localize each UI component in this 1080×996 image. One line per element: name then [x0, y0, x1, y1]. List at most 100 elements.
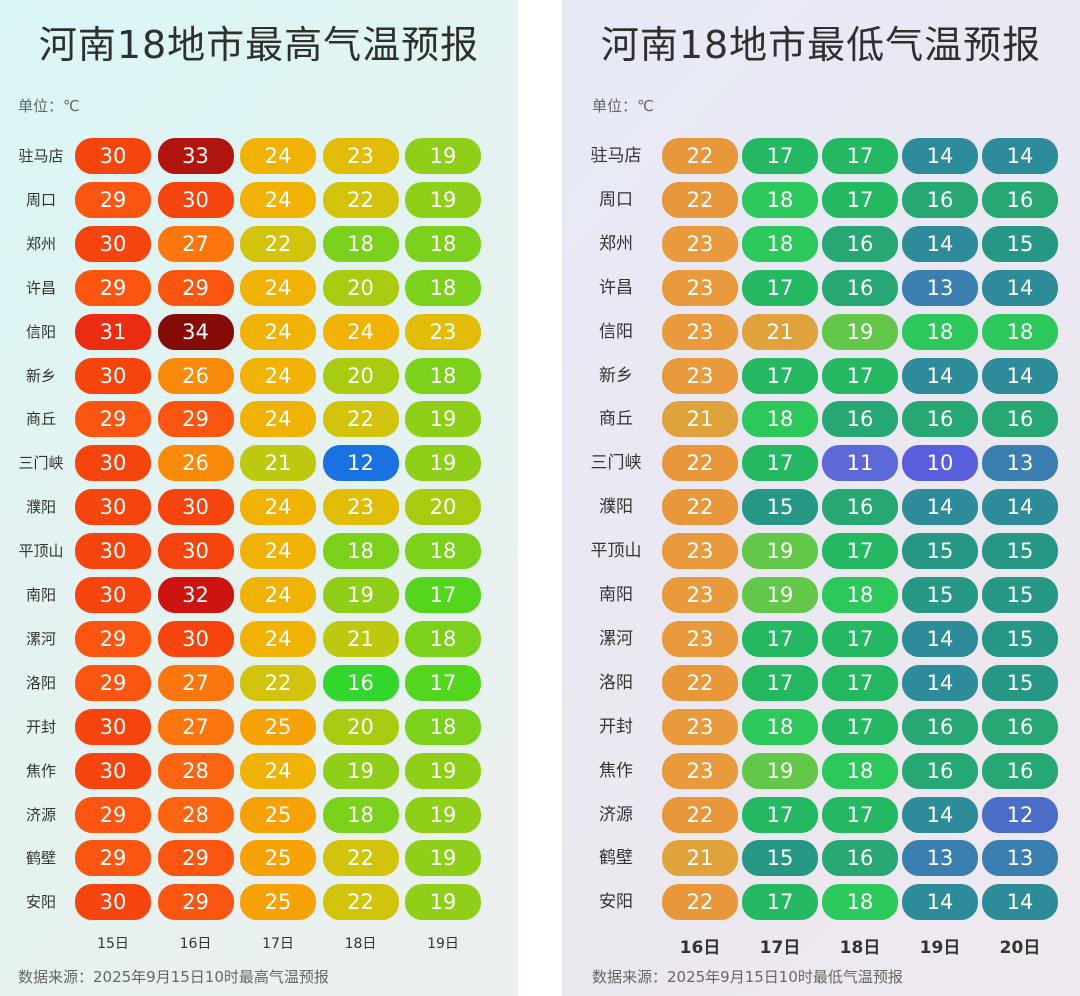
temp-cell: 12 [322, 445, 399, 482]
temp-cell: 33 [157, 138, 234, 174]
temp-cell: 14 [982, 357, 1058, 394]
row-label: 安阳 [25, 893, 56, 912]
row-label: 许昌 [25, 278, 56, 297]
temp-cell: 13 [982, 840, 1058, 877]
row-label: 开封 [599, 716, 633, 737]
temp-cell: 29 [157, 269, 234, 306]
temp-cell: 17 [742, 664, 818, 701]
temp-cell: 24 [240, 269, 316, 306]
temp-cell: 17 [822, 533, 898, 570]
temp-cell: 18 [322, 533, 399, 570]
temp-cell: 18 [902, 313, 978, 350]
row-label: 商丘 [599, 409, 633, 430]
temp-cell: 15 [982, 620, 1058, 657]
temp-cell: 19 [405, 752, 481, 789]
temp-cell: 28 [157, 796, 234, 833]
row-label: 郑州 [25, 234, 56, 253]
temp-cell: 15 [742, 840, 818, 877]
temp-cell: 23 [662, 708, 738, 745]
row-label: 许昌 [599, 277, 633, 298]
row-label: 焦作 [599, 760, 633, 781]
temp-cell: 20 [322, 269, 399, 306]
temp-cell: 20 [405, 489, 481, 526]
temp-cell: 23 [662, 752, 738, 789]
row-label: 驻马店 [590, 146, 642, 166]
temp-cell: 22 [322, 840, 399, 877]
temp-cell: 16 [322, 664, 399, 701]
row-label: 济源 [599, 804, 633, 825]
temp-cell: 23 [322, 138, 399, 174]
temp-cell: 30 [75, 225, 151, 262]
temp-cell: 30 [75, 884, 151, 921]
temp-cell: 16 [902, 708, 978, 745]
temp-cell: 17 [405, 577, 481, 613]
temp-cell: 14 [982, 269, 1058, 306]
temp-cell: 16 [982, 708, 1058, 745]
temp-cell: 24 [240, 620, 316, 657]
temp-cell: 23 [662, 620, 738, 657]
temp-cell: 22 [662, 181, 738, 218]
temp-cell: 14 [902, 357, 978, 394]
temp-cell: 19 [742, 577, 818, 613]
temp-cell: 22 [662, 884, 738, 921]
column-label: 18日 [839, 938, 881, 958]
temp-cell: 18 [822, 577, 898, 613]
temp-cell: 24 [240, 313, 316, 350]
temp-cell: 14 [902, 489, 978, 526]
column-label: 16日 [179, 936, 212, 952]
temp-cell: 13 [902, 269, 978, 306]
temp-cell: 18 [742, 708, 818, 745]
temp-cell: 21 [662, 840, 738, 877]
temp-cell: 23 [405, 313, 481, 350]
temp-cell: 17 [742, 445, 818, 482]
temp-cell: 30 [75, 533, 151, 570]
max-temp-unit: 单位：℃ [18, 97, 80, 115]
row-label: 南阳 [25, 586, 56, 604]
temp-cell: 15 [742, 489, 818, 526]
temp-cell: 25 [240, 884, 316, 921]
temp-cell: 25 [240, 708, 316, 745]
temp-cell: 22 [322, 401, 399, 438]
temp-cell: 19 [405, 796, 481, 833]
temp-cell: 17 [822, 138, 898, 174]
temp-cell: 29 [75, 269, 151, 306]
temp-cell: 19 [322, 577, 399, 613]
row-label: 信阳 [599, 321, 633, 342]
row-label: 信阳 [25, 322, 56, 341]
temp-cell: 18 [322, 225, 399, 262]
row-label: 安阳 [599, 892, 633, 913]
temp-cell: 13 [982, 445, 1058, 482]
temp-cell: 14 [902, 225, 978, 262]
row-label: 漯河 [25, 629, 56, 648]
temp-cell: 17 [822, 620, 898, 657]
temp-cell: 19 [405, 401, 481, 438]
temp-cell: 17 [405, 664, 481, 701]
temp-cell: 21 [662, 401, 738, 438]
temp-cell: 31 [75, 313, 151, 350]
temp-cell: 22 [322, 884, 399, 921]
temp-cell: 22 [240, 664, 316, 701]
temp-cell: 19 [742, 752, 818, 789]
temp-cell: 25 [240, 796, 316, 833]
column-label: 16日 [679, 938, 721, 958]
temp-cell: 13 [902, 840, 978, 877]
temp-cell: 17 [742, 357, 818, 394]
temp-cell: 29 [75, 181, 151, 218]
temp-cell: 18 [405, 620, 481, 657]
row-label: 三门峡 [590, 453, 642, 474]
row-label: 南阳 [599, 585, 633, 605]
temp-cell: 14 [982, 138, 1058, 174]
temp-cell: 14 [982, 884, 1058, 921]
temp-cell: 24 [240, 752, 316, 789]
temp-cell: 17 [742, 796, 818, 833]
temp-cell: 30 [157, 533, 234, 570]
temp-cell: 25 [240, 840, 316, 877]
temp-cell: 17 [822, 664, 898, 701]
temp-cell: 18 [982, 313, 1058, 350]
temp-cell: 19 [742, 533, 818, 570]
temp-cell: 19 [822, 313, 898, 350]
row-label: 鹤壁 [599, 848, 633, 869]
temp-cell: 19 [405, 840, 481, 877]
temp-cell: 26 [157, 357, 234, 394]
temp-cell: 21 [240, 445, 316, 482]
